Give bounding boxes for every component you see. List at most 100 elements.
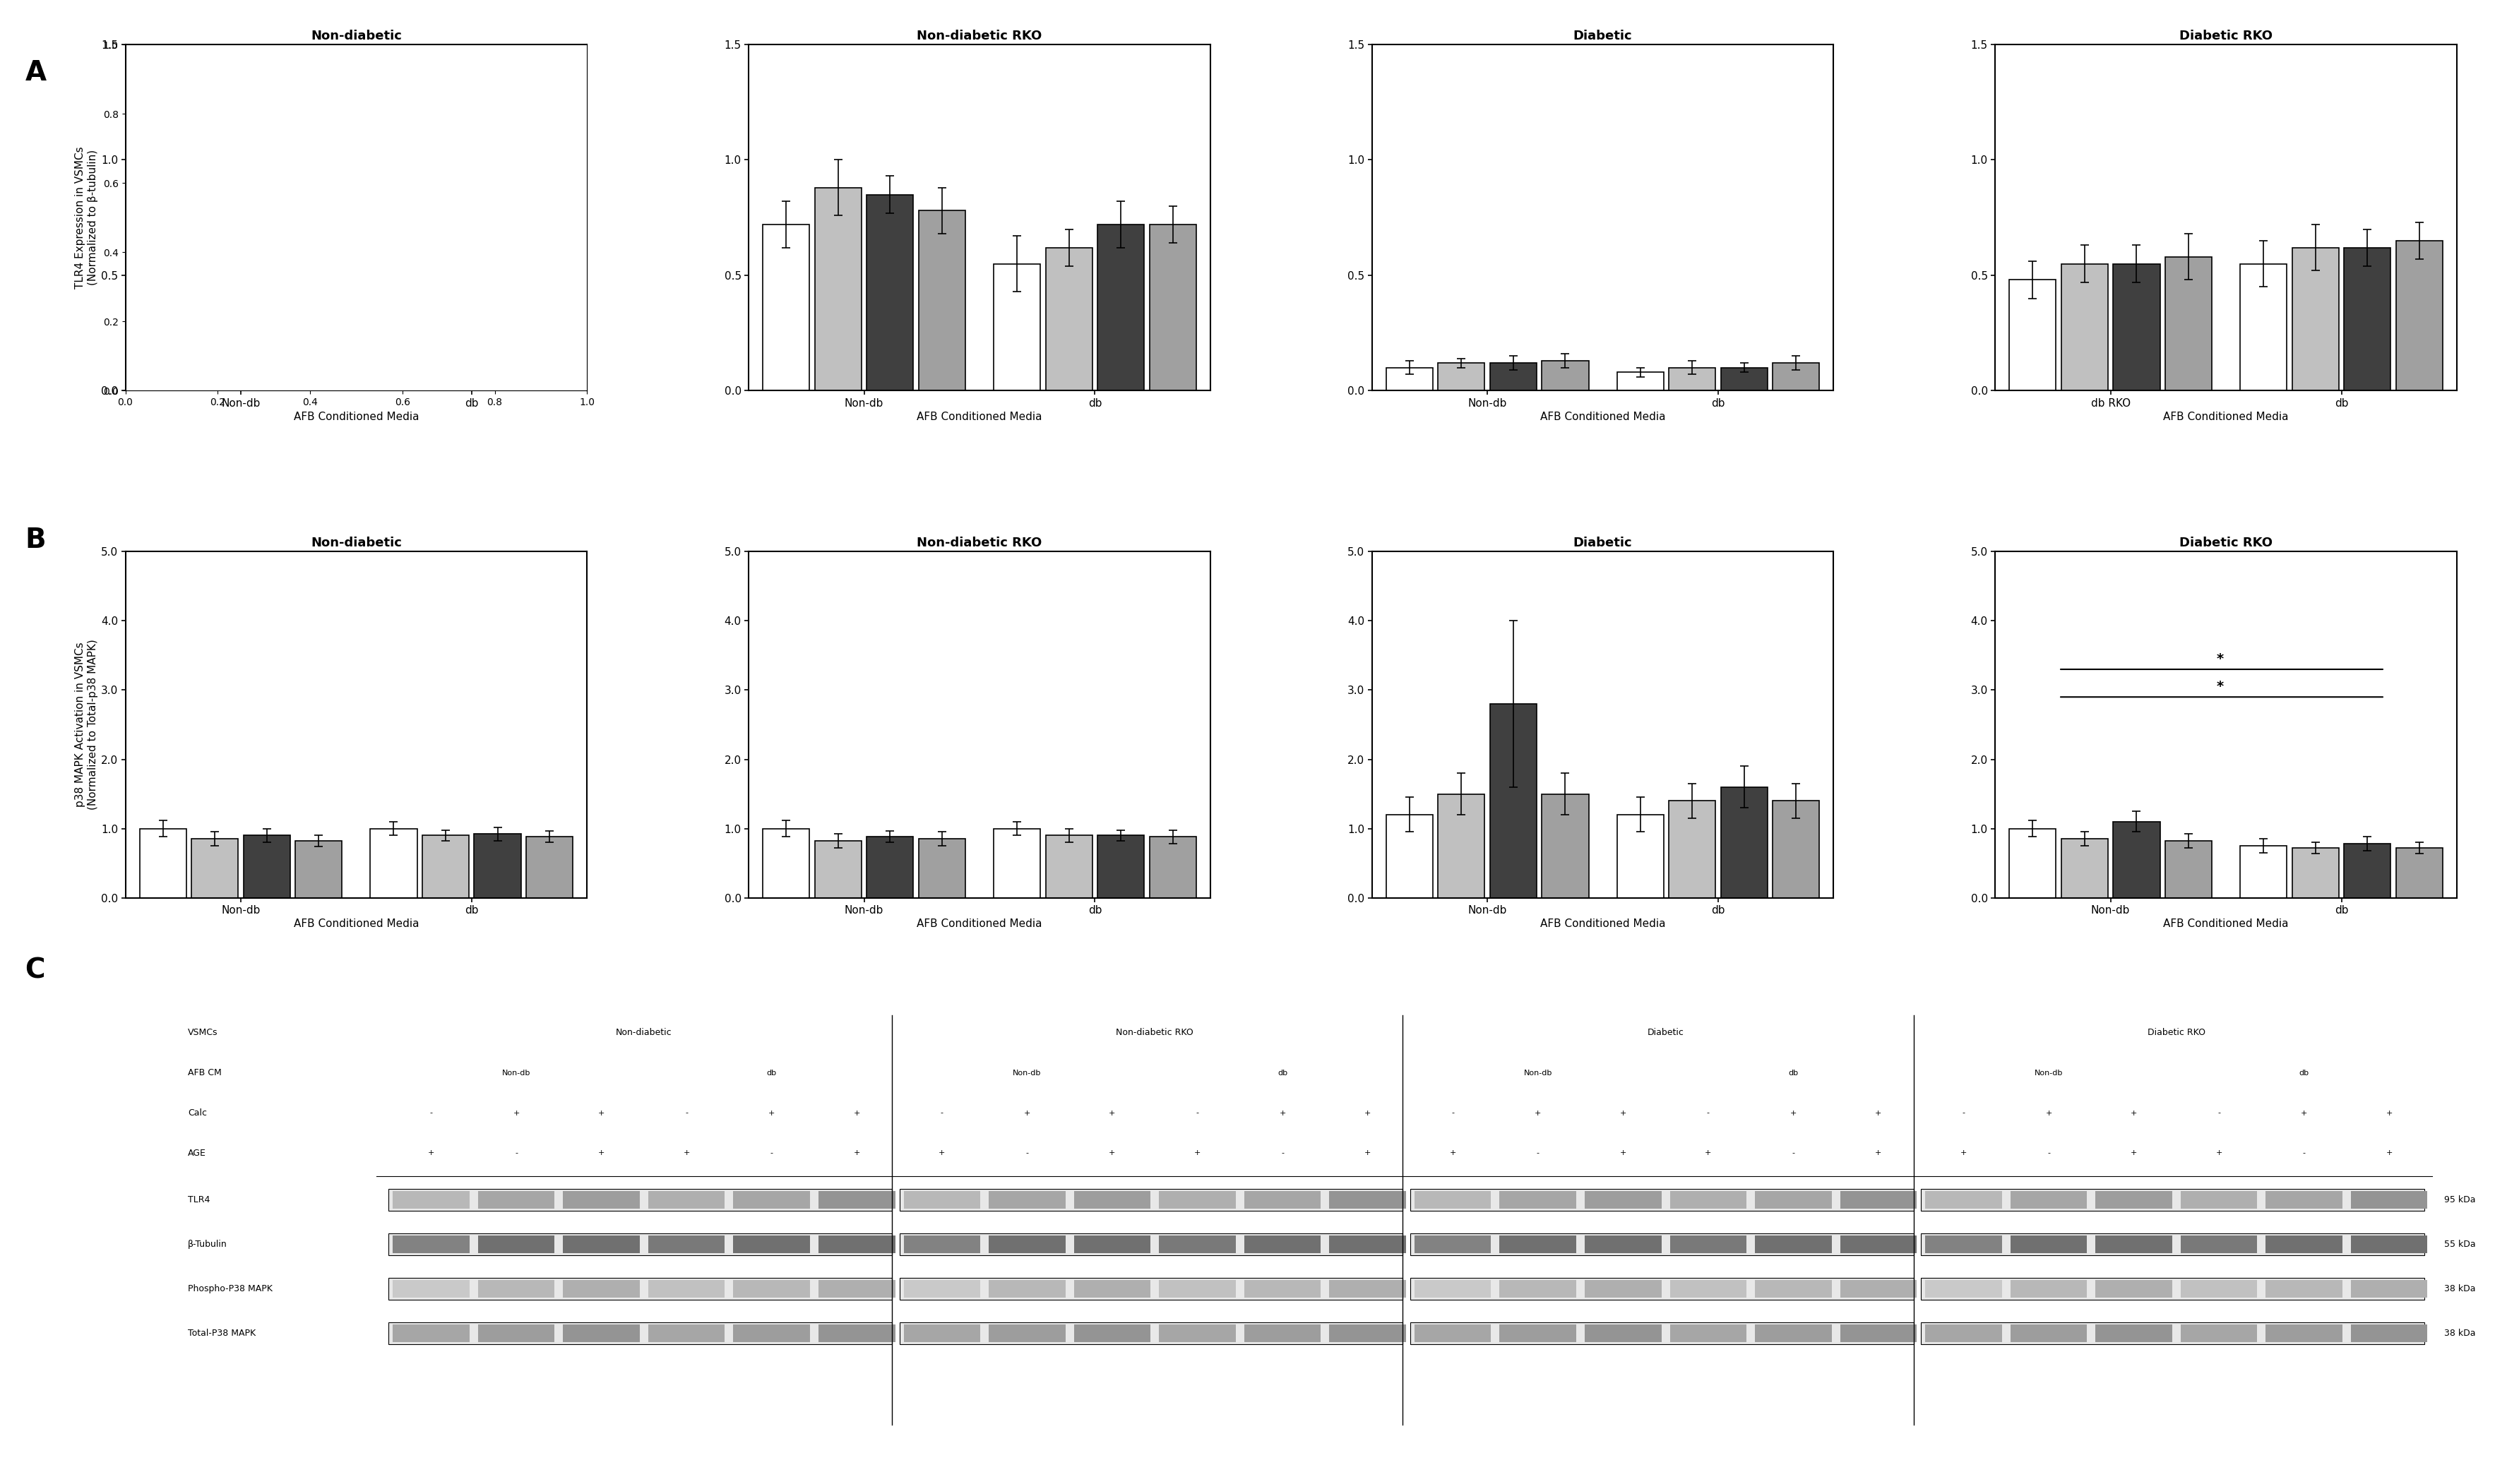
Bar — [1489, 703, 1537, 898]
Bar — [2241, 846, 2286, 898]
Text: -: - — [770, 1150, 772, 1156]
Text: -: - — [429, 1110, 434, 1116]
Bar — [2113, 822, 2161, 898]
Bar — [191, 361, 238, 390]
Text: +: + — [1875, 1150, 1883, 1156]
Text: +: + — [1960, 1150, 1968, 1156]
Bar — [1098, 835, 1143, 898]
Bar — [421, 835, 469, 898]
Bar — [993, 828, 1040, 898]
Bar — [296, 361, 341, 390]
Text: Non-db: Non-db — [1013, 1070, 1040, 1076]
Text: +: + — [1875, 1110, 1883, 1116]
Bar — [1439, 794, 1484, 898]
Bar — [762, 224, 810, 390]
Bar — [296, 841, 341, 898]
Title: Non-diabetic RKO: Non-diabetic RKO — [918, 30, 1043, 43]
Bar — [526, 353, 574, 390]
Bar — [1772, 364, 1820, 390]
Bar — [371, 828, 416, 898]
Bar — [1045, 835, 1093, 898]
Title: Non-diabetic: Non-diabetic — [311, 30, 401, 43]
Text: db: db — [1787, 1070, 1798, 1076]
Text: -: - — [684, 1110, 687, 1116]
Bar — [1542, 361, 1589, 390]
Text: Non-diabetic RKO: Non-diabetic RKO — [1116, 1028, 1193, 1037]
Bar — [1617, 372, 1665, 390]
Bar — [2166, 257, 2211, 390]
Text: -: - — [1793, 1150, 1795, 1156]
Bar — [1720, 368, 1767, 390]
Text: Diabetic RKO: Diabetic RKO — [2148, 1028, 2206, 1037]
Bar — [140, 828, 186, 898]
Text: VSMCs: VSMCs — [188, 1028, 218, 1037]
Bar — [1148, 224, 1196, 390]
Text: Diabetic: Diabetic — [1647, 1028, 1685, 1037]
Bar — [474, 349, 521, 390]
Text: +: + — [1279, 1110, 1286, 1116]
Text: Non-db: Non-db — [501, 1070, 531, 1076]
Title: Non-diabetic: Non-diabetic — [311, 537, 401, 549]
Text: +: + — [1364, 1150, 1371, 1156]
Bar — [2397, 847, 2442, 898]
Bar — [1542, 794, 1589, 898]
Text: db: db — [767, 1070, 777, 1076]
Text: +: + — [599, 1110, 604, 1116]
Text: +: + — [684, 1150, 689, 1156]
Text: +: + — [514, 1110, 519, 1116]
Text: Non-db: Non-db — [2036, 1070, 2063, 1076]
X-axis label: AFB Conditioned Media: AFB Conditioned Media — [2164, 411, 2289, 421]
Text: -: - — [2301, 1150, 2306, 1156]
Text: +: + — [767, 1110, 775, 1116]
Bar — [421, 356, 469, 390]
Bar — [918, 211, 965, 390]
Text: +: + — [1023, 1110, 1030, 1116]
Bar — [243, 835, 291, 898]
Bar — [1670, 368, 1715, 390]
X-axis label: AFB Conditioned Media: AFB Conditioned Media — [1539, 919, 1665, 929]
Y-axis label: p38 MAPK Activation in VSMCs
(Normalized to Total-p38 MAPK): p38 MAPK Activation in VSMCs (Normalized… — [75, 640, 98, 810]
Text: +: + — [1193, 1150, 1201, 1156]
Bar — [2291, 847, 2339, 898]
Bar — [243, 356, 291, 390]
Text: +: + — [2216, 1150, 2221, 1156]
Bar — [191, 838, 238, 898]
Text: +: + — [2387, 1150, 2392, 1156]
Text: +: + — [1449, 1150, 1457, 1156]
Text: Calc: Calc — [188, 1109, 208, 1117]
Text: *: * — [2216, 680, 2224, 693]
Bar — [867, 194, 913, 390]
Text: +: + — [2046, 1110, 2053, 1116]
Text: 55 kDa: 55 kDa — [2444, 1239, 2477, 1250]
Bar — [815, 841, 862, 898]
Bar — [2344, 844, 2392, 898]
Bar — [140, 364, 186, 390]
Title: Diabetic RKO: Diabetic RKO — [2179, 537, 2274, 549]
Bar — [1670, 801, 1715, 898]
Text: -: - — [2219, 1110, 2221, 1116]
Bar — [526, 837, 574, 898]
X-axis label: AFB Conditioned Media: AFB Conditioned Media — [1539, 411, 1665, 421]
Bar — [867, 837, 913, 898]
Bar — [1439, 364, 1484, 390]
Bar — [762, 828, 810, 898]
Text: +: + — [1790, 1110, 1798, 1116]
Bar — [371, 364, 416, 390]
Text: +: + — [2131, 1110, 2136, 1116]
Bar — [918, 838, 965, 898]
Y-axis label: TLR4 Expression in VSMCs
(Normalized to β-tubulin): TLR4 Expression in VSMCs (Normalized to … — [75, 147, 98, 289]
Text: 95 kDa: 95 kDa — [2444, 1195, 2477, 1205]
Text: +: + — [1620, 1110, 1627, 1116]
Bar — [2061, 838, 2108, 898]
Text: db: db — [1279, 1070, 1289, 1076]
Text: +: + — [1108, 1150, 1116, 1156]
Text: +: + — [1364, 1110, 1371, 1116]
Text: -: - — [940, 1110, 943, 1116]
Text: -: - — [1452, 1110, 1454, 1116]
Text: -: - — [1537, 1150, 1539, 1156]
Bar — [993, 264, 1040, 390]
Text: +: + — [938, 1150, 945, 1156]
Text: Non-db: Non-db — [1524, 1070, 1552, 1076]
Bar — [1148, 837, 1196, 898]
Bar — [1720, 787, 1767, 898]
